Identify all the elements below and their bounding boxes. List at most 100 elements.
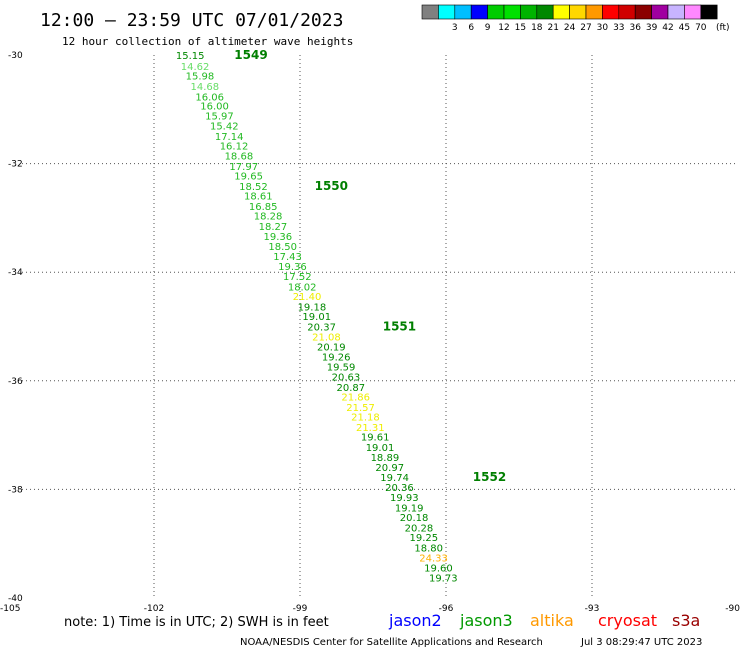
scale-tick-label: 39: [646, 23, 658, 33]
scale-tick-label: 18: [531, 23, 543, 33]
wave-height-point: 18.50: [268, 242, 297, 253]
scale-tick-label: 42: [662, 23, 673, 33]
scale-swatch: [602, 4, 620, 20]
satellite-cryosat: cryosat: [598, 611, 657, 630]
scale-swatch: [667, 4, 685, 20]
scale-swatch: [421, 4, 439, 20]
scale-tick-label: 6: [468, 23, 474, 33]
wave-height-point: 16.00: [200, 101, 229, 112]
wave-height-points: 15.1514.6215.9814.6816.0616.0015.9715.42…: [176, 51, 458, 584]
latitude-ticks: -30 -32 -34 -36 -38 -40: [8, 51, 23, 604]
scale-tick-label: 9: [485, 23, 491, 33]
wave-height-point: 16.12: [220, 142, 249, 153]
wave-height-point: 19.93: [390, 493, 419, 504]
wave-height-point: 18.61: [244, 192, 273, 203]
lon-tick-label: -90: [725, 604, 740, 614]
scale-swatch: [552, 4, 570, 20]
wave-height-point: 15.98: [186, 72, 215, 83]
lon-tick-label: -105: [0, 604, 20, 614]
scale-swatch: [634, 4, 652, 20]
scale-swatch: [487, 4, 505, 20]
wave-height-point: 19.19: [395, 503, 424, 514]
lon-tick-label: -96: [439, 604, 454, 614]
wave-height-point: 18.28: [254, 212, 283, 223]
wave-height-point: 20.18: [400, 513, 429, 524]
wave-height-point: 21.18: [351, 413, 380, 424]
lon-tick-label: -93: [585, 604, 600, 614]
wave-height-point: 18.80: [414, 544, 443, 555]
wave-height-point: 17.97: [229, 162, 258, 173]
wave-height-point: 19.01: [302, 312, 331, 323]
lon-tick-label: -99: [293, 604, 308, 614]
lat-tick-label: -30: [8, 51, 23, 61]
wave-height-point: 20.87: [337, 383, 366, 394]
wave-height-point: 20.63: [332, 372, 361, 383]
chart-title: 12:00 – 23:59 UTC 07/01/2023: [40, 10, 343, 31]
lon-tick-label: -102: [144, 604, 164, 614]
wave-height-point: 21.86: [341, 393, 370, 404]
scale-tick-label: 33: [613, 23, 624, 33]
scale-tick-label: 12: [498, 23, 509, 33]
wave-height-point: 21.57: [346, 403, 375, 414]
wave-height-point: 14.62: [181, 62, 210, 73]
scale-swatch: [585, 4, 603, 20]
wave-height-point: 19.26: [322, 352, 351, 363]
wave-height-point: 20.28: [405, 523, 434, 534]
scale-tick-label: 36: [629, 23, 641, 33]
scale-swatch: [700, 4, 718, 20]
timestamp: Jul 3 08:29:47 UTC 2023: [580, 637, 702, 648]
scale-swatch: [438, 4, 456, 20]
pass-labels: 1549 1550 1551 1552: [234, 48, 506, 484]
pass-number-label: 1550: [315, 179, 348, 193]
wave-height-point: 21.40: [293, 292, 322, 303]
credit: NOAA/NESDIS Center for Satellite Applica…: [240, 637, 543, 648]
scale-swatch: [470, 4, 488, 20]
wave-height-point: 19.74: [380, 473, 409, 484]
wave-height-point: 20.97: [375, 463, 404, 474]
wave-height-point: 19.36: [264, 232, 293, 243]
scale-swatch: [618, 4, 636, 20]
lat-tick-label: -36: [8, 377, 23, 387]
wave-height-point: 19.60: [424, 564, 453, 575]
scale-swatch: [536, 4, 554, 20]
color-scale-legend: 3 6 9 12 15 18 21 24 27 30 33 36 39 42 45 70: [421, 4, 718, 33]
scale-tick-label: 21: [547, 23, 558, 33]
wave-height-point: 19.36: [278, 262, 307, 273]
scale-swatch: [503, 4, 521, 20]
lat-tick-label: -38: [8, 485, 23, 495]
scale-swatch: [569, 4, 587, 20]
wave-height-point: 15.97: [205, 111, 234, 122]
lat-tick-label: -34: [8, 268, 23, 278]
scale-tick-label: 30: [597, 23, 609, 33]
scale-unit: (ft): [716, 23, 730, 33]
wave-height-point: 19.25: [410, 533, 439, 544]
satellite-legend: jason2 jason3 altika cryosat s3a: [388, 611, 700, 630]
map-grid: [22, 55, 738, 598]
wave-height-point: 21.31: [356, 423, 385, 434]
satellite-jason2: jason2: [388, 611, 442, 630]
wave-height-point: 19.18: [298, 302, 327, 313]
scale-swatch: [684, 4, 702, 20]
wave-height-point: 19.59: [327, 363, 356, 374]
scale-swatch: [651, 4, 669, 20]
wave-height-point: 18.27: [259, 222, 288, 233]
pass-number-label: 1551: [383, 320, 416, 334]
wave-height-point: 16.06: [195, 92, 224, 103]
wave-height-point: 20.37: [307, 323, 336, 334]
chart-subtitle: 12 hour collection of altimeter wave hei…: [62, 35, 353, 48]
wave-height-point: 17.52: [283, 272, 312, 283]
satellite-altika: altika: [530, 611, 574, 630]
wave-height-point: 24.33: [419, 553, 448, 564]
wave-height-point: 19.61: [361, 433, 390, 444]
wave-height-point: 20.19: [317, 343, 346, 354]
pass-number-label: 1552: [473, 470, 506, 484]
wave-height-point: 18.68: [225, 151, 254, 162]
scale-tick-label: 27: [580, 23, 591, 33]
pass-number-label: 1549: [234, 48, 267, 62]
wave-height-point: 16.85: [249, 202, 278, 213]
scale-tick-label: 3: [452, 23, 458, 33]
wave-height-point: 15.15: [176, 51, 205, 62]
scale-tick-label: 45: [679, 23, 690, 33]
wave-height-point: 20.36: [385, 483, 414, 494]
